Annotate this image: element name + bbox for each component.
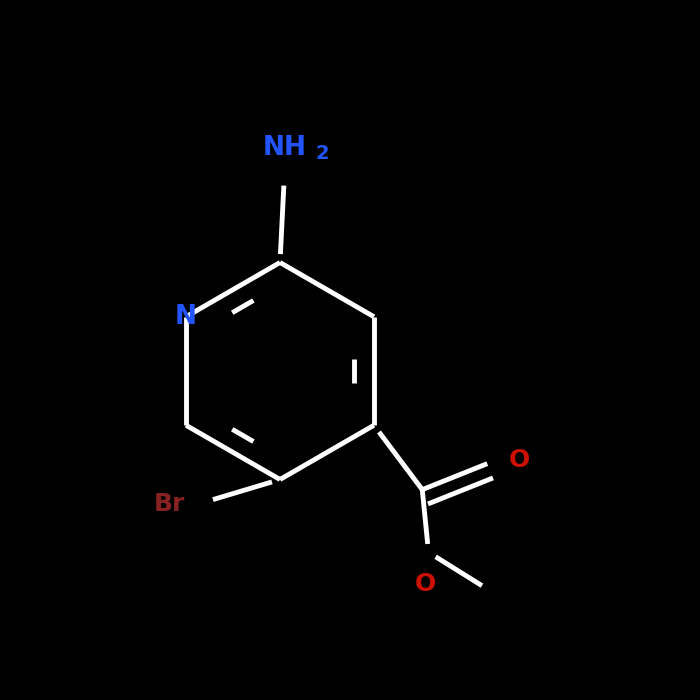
Text: Br: Br: [154, 491, 186, 516]
Text: O: O: [508, 448, 529, 472]
Text: N: N: [175, 304, 197, 330]
Text: NH: NH: [262, 135, 306, 161]
Text: O: O: [414, 572, 435, 596]
Text: 2: 2: [316, 144, 330, 163]
